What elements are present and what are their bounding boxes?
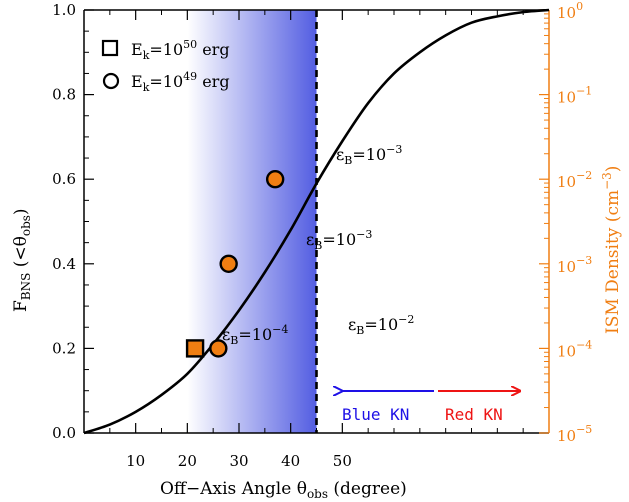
right-tick-label: 10−1: [557, 85, 592, 107]
y-tick-label: 0.4: [52, 255, 76, 273]
y-tick-label: 1.0: [52, 1, 76, 19]
data-point-square: [185, 339, 205, 358]
plot-area: 0.0 0.2 0.4 0.6 0.8 1.0 10 20 30 40 50 100 10−1 10−2 1…: [52, 0, 592, 470]
x-axis-title: Off−Axis Angle θobs (degree): [160, 479, 407, 501]
blue-kn-label: Blue KN: [342, 405, 409, 424]
annotation-circle-mid-eps: εB=10−3: [306, 228, 372, 252]
y-axis-title: FBNS (<θobs): [11, 208, 33, 312]
data-point-circle: [219, 254, 238, 273]
x-tick-label: 20: [178, 452, 197, 470]
x-tick-label: 50: [333, 452, 352, 470]
y-tick-label: 0.2: [52, 339, 76, 357]
legend-entry-2: Ek=1049 erg: [131, 70, 230, 94]
y-tick-label: 0.8: [52, 86, 76, 104]
legend: Ek=1050 erg Ek=1049 erg: [101, 38, 230, 94]
y-tick-label: 0.0: [52, 424, 76, 442]
right-tick-label: 10−2: [557, 169, 592, 191]
data-point-circle: [265, 169, 285, 189]
legend-circle-marker: [102, 72, 120, 90]
red-kn-label: Red KN: [445, 405, 503, 424]
x-tick-label: 30: [229, 452, 248, 470]
point-annotations: εB=10−4 εB=10−2 εB=10−3 εB=10−3: [222, 143, 414, 347]
right-tick-label: 100: [557, 0, 583, 22]
right-tick-label: 10−3: [557, 254, 592, 276]
annotation-circle-low-eps: εB=10−2: [348, 313, 414, 337]
x-tick-label: 40: [281, 452, 300, 470]
legend-entry-1: Ek=1050 erg: [131, 38, 230, 62]
right-tick-label: 10−5: [557, 423, 592, 445]
right-tick-label: 10−4: [557, 338, 592, 360]
data-point-circle: [209, 339, 228, 358]
right-axis-title: ISM Density (cm−3): [600, 166, 623, 334]
legend-square-marker: [101, 39, 119, 57]
annotation-circle-high-eps: εB=10−3: [336, 143, 402, 167]
y-tick-label: 0.6: [52, 170, 76, 188]
x-tick-label: 10: [126, 452, 145, 470]
kn-indicators: Blue KN Red KN: [342, 391, 520, 424]
annotation-square-eps: εB=10−4: [222, 323, 288, 347]
